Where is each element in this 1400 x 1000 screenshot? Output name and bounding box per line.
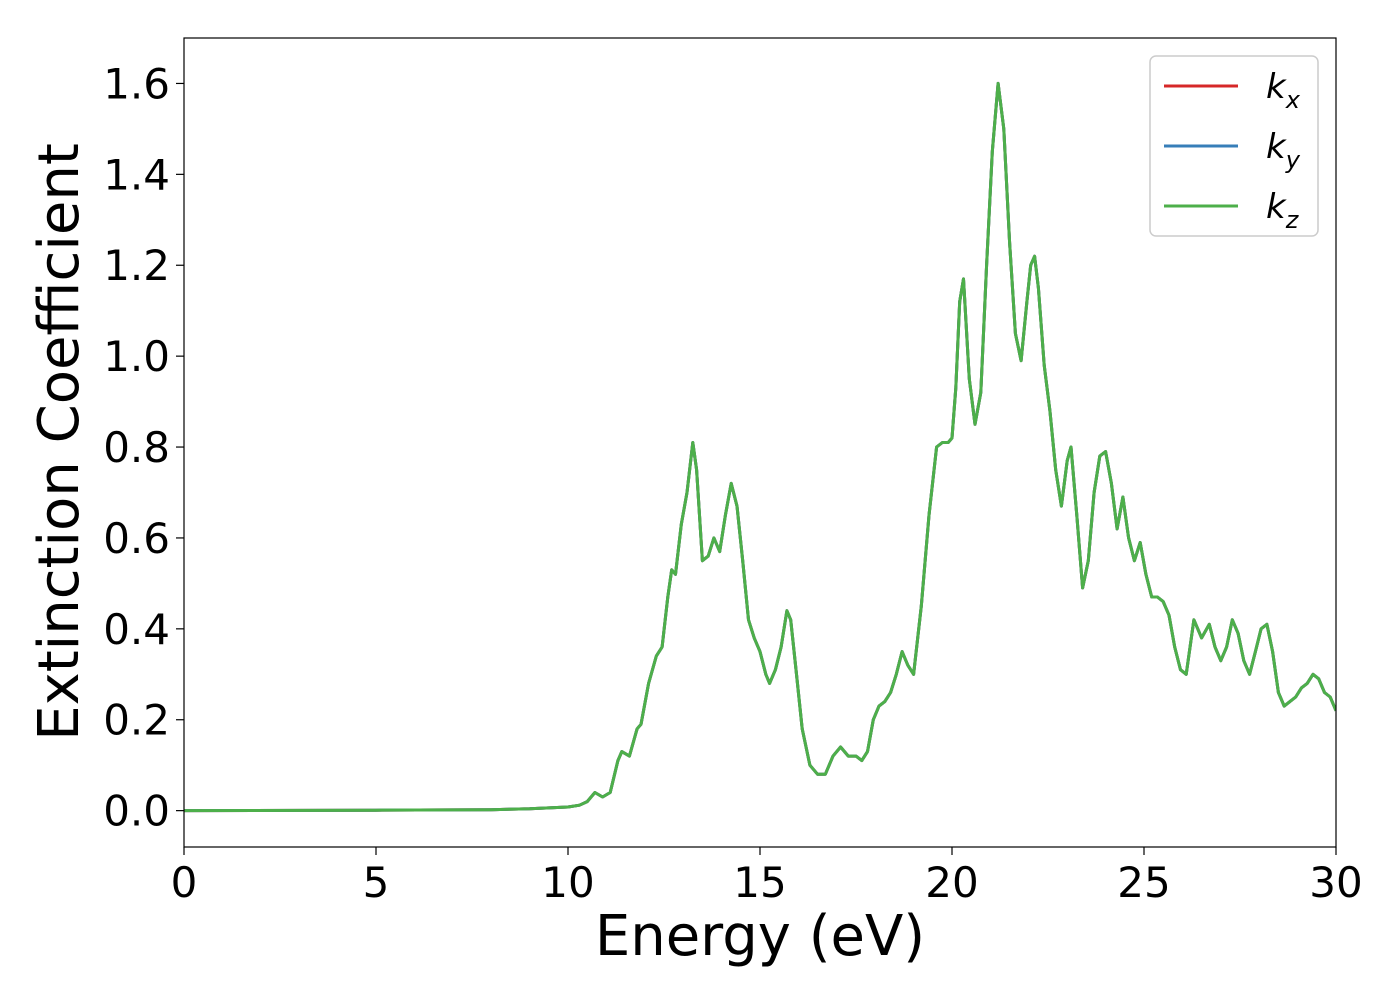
- x-axis-label: Energy (eV): [595, 904, 925, 969]
- y-axis-ticks: 0.0 0.2 0.4 0.6 0.8 1.0 1.2 1.4 1.6: [103, 59, 184, 836]
- x-tick-label: 25: [1117, 858, 1170, 907]
- y-tick-label: 0.2: [103, 696, 170, 745]
- legend-label-ky: ky: [1266, 127, 1301, 174]
- y-tick-label: 0.0: [103, 787, 170, 836]
- y-tick-label: 0.6: [103, 514, 170, 563]
- x-tick-label: 15: [733, 858, 786, 907]
- legend: kx ky kz: [1149, 55, 1319, 237]
- y-axis-label: Extinction Coefficient: [27, 143, 92, 741]
- x-tick-label: 20: [925, 858, 978, 907]
- y-tick-label: 1.0: [103, 332, 170, 381]
- series-layer: [184, 81, 1336, 813]
- y-tick-label: 0.8: [103, 423, 170, 472]
- y-tick-label: 1.2: [103, 241, 170, 290]
- x-tick-label: 10: [541, 858, 594, 907]
- series-line-kz: [184, 81, 1336, 813]
- x-tick-label: 0: [171, 858, 198, 907]
- legend-label-kx: kx: [1266, 67, 1301, 114]
- y-tick-label: 1.4: [103, 150, 170, 199]
- x-tick-label: 30: [1309, 858, 1362, 907]
- y-tick-label: 0.4: [103, 605, 170, 654]
- x-axis-ticks: 0 5 10 15 20 25 30: [171, 847, 1363, 907]
- y-tick-label: 1.6: [103, 59, 170, 108]
- x-tick-label: 5: [363, 858, 390, 907]
- legend-label-kz: kz: [1266, 187, 1300, 234]
